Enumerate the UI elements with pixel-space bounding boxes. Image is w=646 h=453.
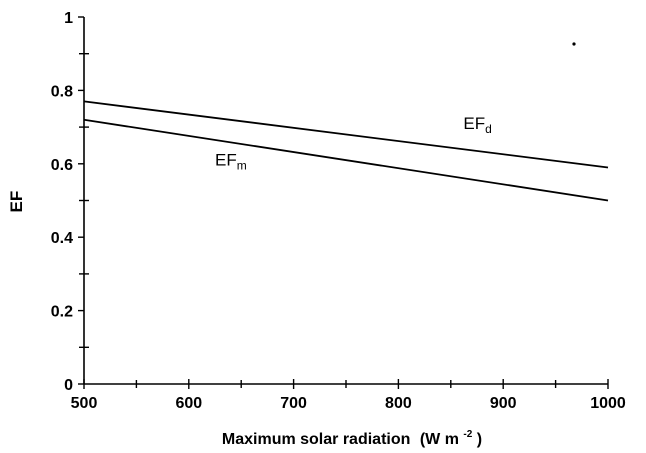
series-line-m — [83, 118, 609, 202]
x-tick-label: 800 — [385, 395, 412, 412]
y-tick-label: 0.6 — [51, 157, 73, 174]
x-tick-label: 900 — [490, 395, 517, 412]
x-tick-label: 700 — [280, 395, 307, 412]
y-tick-label: 0.8 — [51, 83, 73, 100]
series-lines — [83, 42, 609, 202]
y-tick-label: 0.2 — [51, 304, 73, 321]
x-axis-title-text: Maximum solar radiation — [222, 431, 411, 448]
x-tick-label: 600 — [175, 395, 202, 412]
y-axis-title: EF — [7, 191, 26, 213]
axes — [83, 17, 608, 385]
x-axis-unit-close: ) — [477, 431, 482, 448]
x-axis-unit: (W m — [420, 431, 459, 448]
x-tick-label: 500 — [71, 395, 98, 412]
ticks: 500 600 700 800 900 1000 0 0.2 0.4 0.6 0.8 1 — [51, 10, 626, 412]
x-tick-label: 1000 — [590, 395, 626, 412]
series-line-d — [83, 100, 609, 169]
series-label-m: EFm — [215, 151, 247, 173]
x-axis-title: Maximum solar radiation (W m -2 ) — [222, 424, 482, 448]
y-tick-label: 0.4 — [51, 230, 73, 247]
series-labels: EFd EFm — [215, 114, 492, 173]
y-tick-label: 1 — [64, 10, 73, 27]
x-axis-unit-exponent: -2 — [463, 429, 472, 440]
y-tick-label: 0 — [64, 377, 73, 394]
series-label-d: EFd — [463, 114, 491, 136]
stray-dot — [572, 42, 576, 46]
